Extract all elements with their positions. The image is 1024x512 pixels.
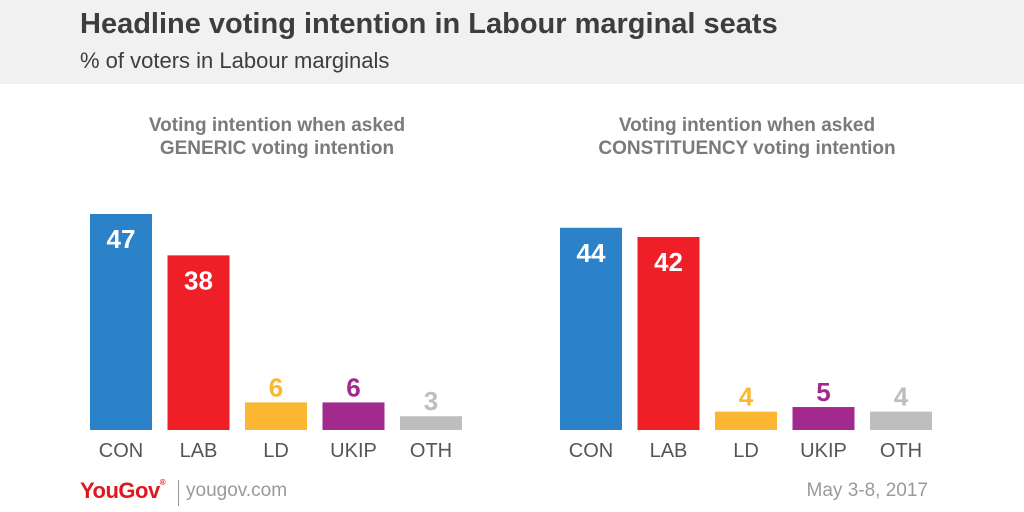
data-label-lab: 38 — [184, 265, 213, 295]
category-label-oth: OTH — [880, 440, 922, 462]
data-label-oth: 4 — [894, 382, 909, 412]
category-label-ukip: UKIP — [800, 440, 847, 462]
footer: YouGov® yougov.com May 3-8, 2017 — [0, 470, 1024, 512]
bar-con — [90, 214, 152, 430]
category-label-con: CON — [99, 440, 143, 462]
category-label-ld: LD — [263, 440, 289, 462]
survey-date: May 3-8, 2017 — [806, 480, 928, 501]
chart-title: Headline voting intention in Labour marg… — [80, 8, 778, 40]
bar-ld — [245, 402, 307, 430]
bar-oth — [400, 416, 462, 430]
category-label-ukip: UKIP — [330, 440, 377, 462]
category-label-lab: LAB — [650, 440, 688, 462]
bar-lab — [167, 255, 230, 430]
panel-title-line: Voting intention when asked — [149, 115, 405, 136]
category-label-con: CON — [569, 440, 613, 462]
bar-ukip — [792, 407, 855, 430]
panel-title-line: Voting intention when asked — [619, 115, 875, 136]
bar-ld — [715, 411, 777, 430]
data-label-ukip: 6 — [346, 372, 360, 402]
data-label-oth: 3 — [424, 386, 438, 416]
category-label-lab: LAB — [180, 440, 218, 462]
data-label-ld: 6 — [269, 372, 283, 402]
chart-subtitle: % of voters in Labour marginals — [80, 48, 390, 73]
data-label-ld: 4 — [739, 382, 754, 412]
data-label-con: 47 — [107, 224, 136, 254]
category-label-oth: OTH — [410, 440, 452, 462]
bar-lab — [637, 236, 700, 430]
bar-ukip — [322, 402, 385, 430]
panel-title-line: CONSTITUENCY voting intention — [598, 138, 895, 159]
site-link[interactable]: yougov.com — [186, 480, 288, 501]
data-label-con: 44 — [577, 238, 606, 268]
category-label-ld: LD — [733, 440, 759, 462]
bar-con — [560, 227, 622, 430]
bar-oth — [870, 411, 932, 430]
panel-title-line: GENERIC voting intention — [160, 138, 394, 159]
data-label-lab: 42 — [654, 247, 683, 277]
footer-divider — [178, 480, 179, 506]
data-label-ukip: 5 — [816, 377, 830, 407]
header-band: Headline voting intention in Labour marg… — [0, 0, 1024, 84]
logo-text: YouGov — [80, 478, 160, 503]
logo-registered-mark: ® — [159, 478, 166, 487]
chart-panel-2: Voting intention when askedCONSTITUENCY … — [560, 115, 932, 462]
yougov-logo: YouGov® — [80, 478, 166, 504]
